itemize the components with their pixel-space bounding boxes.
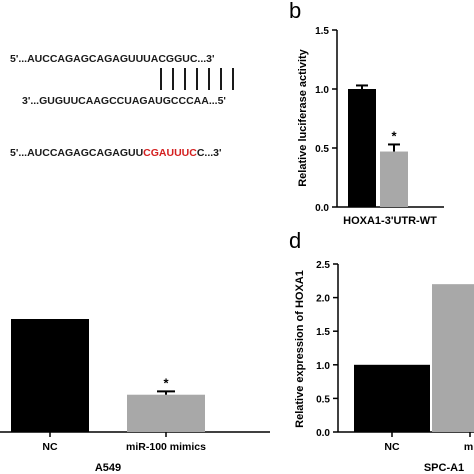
seq-line-mutant: 5'...AUCCAGAGCAGAGUUCGAUUUCC...3' xyxy=(10,147,222,159)
d-y-tick-label: 0.5 xyxy=(316,394,330,405)
d-y-tick-label: 1.0 xyxy=(316,361,330,372)
c-x-tick-label: miR-100 mimics xyxy=(126,441,206,453)
c-significance-star: * xyxy=(163,375,169,390)
c-x-label: A549 xyxy=(95,462,121,474)
panel-letter-d: d xyxy=(289,228,302,253)
base-pairing-lines xyxy=(160,68,240,90)
d-y-tick-label: 0.0 xyxy=(316,428,330,439)
c-x-tick-label: NC xyxy=(42,441,58,453)
b-y-tick-label: 0.0 xyxy=(315,203,329,214)
panel-letter-b: b xyxy=(289,0,302,23)
b-y-tick-label: 0.5 xyxy=(315,144,329,155)
pairing-line xyxy=(160,68,162,90)
d-y-tick-label: 2.5 xyxy=(316,260,330,271)
d-x-tick-label: mi xyxy=(464,441,474,453)
b-x-label: HOXA1-3'UTR-WT xyxy=(343,215,437,227)
d-x-tick-label: NC xyxy=(384,441,400,453)
seq-line-wild-type: 5'...AUCCAGAGCAGAGUUUACGGUC...3' xyxy=(10,53,215,65)
pairing-line xyxy=(220,68,222,90)
pairing-line xyxy=(196,68,198,90)
pairing-line xyxy=(232,68,234,90)
pairing-line xyxy=(208,68,210,90)
d-y-tick-label: 1.5 xyxy=(316,327,330,338)
b-y-axis-label: Relative luciferase activity xyxy=(297,48,309,186)
seq-line-mir-100: 3'...GUGUUCAAGCCUAGAUGCCCAA...5' xyxy=(22,95,226,107)
b-y-tick-label: 1.0 xyxy=(315,85,329,96)
b-bar xyxy=(380,151,408,207)
d-bar xyxy=(354,364,430,432)
pairing-line xyxy=(184,68,186,90)
b-bar xyxy=(348,89,376,207)
d-y-tick-label: 2.0 xyxy=(316,294,330,305)
c-bar xyxy=(127,394,205,432)
seq-mutant-prefix: 5'...AUCCAGAGCAGAGUU xyxy=(10,147,144,159)
d-y-axis-label: Relative expression of HOXA1 xyxy=(294,270,306,428)
b-y-tick-label: 1.5 xyxy=(315,26,329,37)
seq-mutant-suffix: C...3' xyxy=(196,147,222,159)
d-x-label: SPC-A1 xyxy=(424,462,464,474)
c-bar xyxy=(11,319,89,432)
pairing-line xyxy=(172,68,174,90)
seq-mutant-site: CGAUUUC xyxy=(143,147,197,159)
d-bar xyxy=(432,284,474,432)
b-significance-star: * xyxy=(391,128,397,143)
